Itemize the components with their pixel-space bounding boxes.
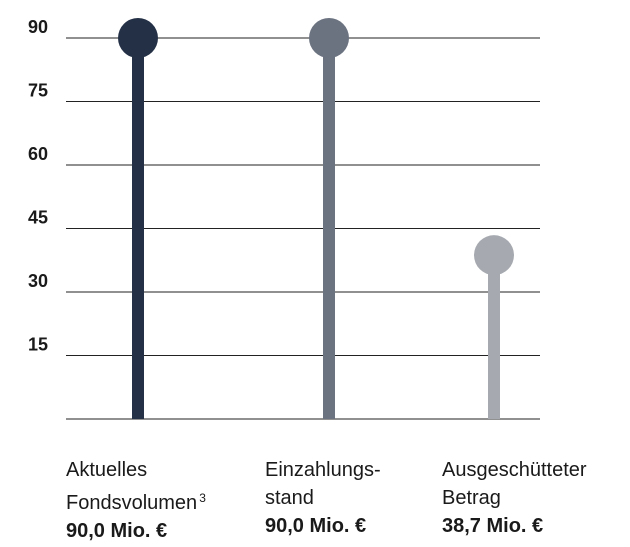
category-value-3: 38,7 Mio. €: [442, 515, 544, 537]
y-tick-label-75: 75: [28, 81, 48, 101]
category-label-3-line2: Betrag: [442, 487, 501, 509]
category-label-3-line1: Ausgeschütteter: [442, 459, 587, 481]
category-label-2: Einzahlungs- stand 90,0 Mio. €: [265, 456, 381, 540]
category-label-1: Aktuelles Fondsvolumen 3 90,0 Mio. €: [66, 456, 206, 545]
y-tick-label-60: 60: [28, 144, 48, 164]
lollipop-head-1: [118, 18, 158, 58]
y-tick-label-90: 90: [28, 17, 48, 37]
lollipop-head-3: [474, 235, 514, 276]
category-value-2: 90,0 Mio. €: [265, 515, 367, 537]
category-label-2-line1: Einzahlungs-: [265, 459, 381, 481]
category-label-1-line2: Fondsvolumen: [66, 492, 198, 514]
footnote-marker: 3: [199, 491, 206, 505]
category-value-1: 90,0 Mio. €: [66, 520, 168, 542]
lollipop-head-2: [309, 18, 349, 58]
chart: 15 30 45 60 75 90: [28, 17, 540, 420]
y-tick-label-15: 15: [28, 335, 48, 355]
category-label-2-line2: stand: [265, 487, 314, 509]
category-label-3: Ausgeschütteter Betrag 38,7 Mio. €: [442, 456, 587, 540]
category-label-1-line1: Aktuelles: [66, 459, 148, 481]
y-tick-label-45: 45: [28, 208, 48, 228]
y-tick-label-30: 30: [28, 271, 48, 291]
